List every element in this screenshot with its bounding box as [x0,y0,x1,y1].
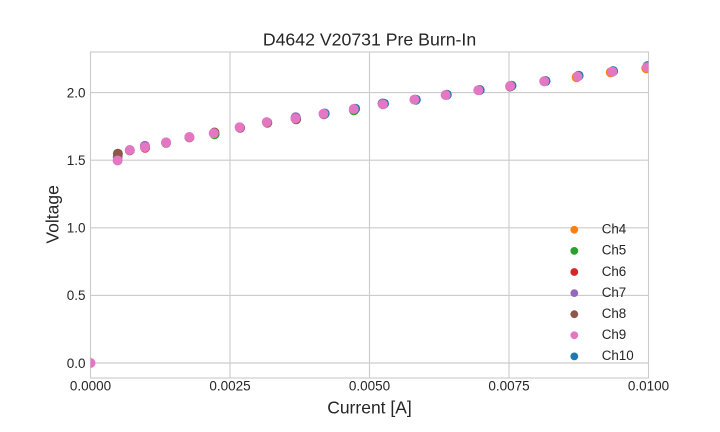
svg-text:Current [A]: Current [A] [327,397,412,417]
svg-text:0.5: 0.5 [67,288,86,303]
svg-text:Ch9: Ch9 [602,327,627,342]
svg-text:Ch10: Ch10 [602,348,634,363]
svg-text:Voltage: Voltage [43,185,63,243]
svg-text:0.0100: 0.0100 [628,379,669,394]
svg-text:Ch7: Ch7 [602,285,627,300]
svg-text:Ch6: Ch6 [602,264,627,279]
svg-text:0.0000: 0.0000 [70,379,111,394]
svg-text:0.0: 0.0 [67,356,86,371]
svg-text:0.0025: 0.0025 [209,379,250,394]
svg-text:0.0050: 0.0050 [349,379,390,394]
svg-text:Ch8: Ch8 [602,306,627,321]
svg-text:Ch5: Ch5 [602,243,627,258]
svg-text:D4642 V20731 Pre Burn-In: D4642 V20731 Pre Burn-In [263,30,476,50]
svg-text:1.0: 1.0 [67,221,86,236]
svg-text:2.0: 2.0 [67,85,86,100]
svg-text:Ch4: Ch4 [602,222,627,237]
svg-text:1.5: 1.5 [67,153,86,168]
svg-text:0.0075: 0.0075 [488,379,529,394]
